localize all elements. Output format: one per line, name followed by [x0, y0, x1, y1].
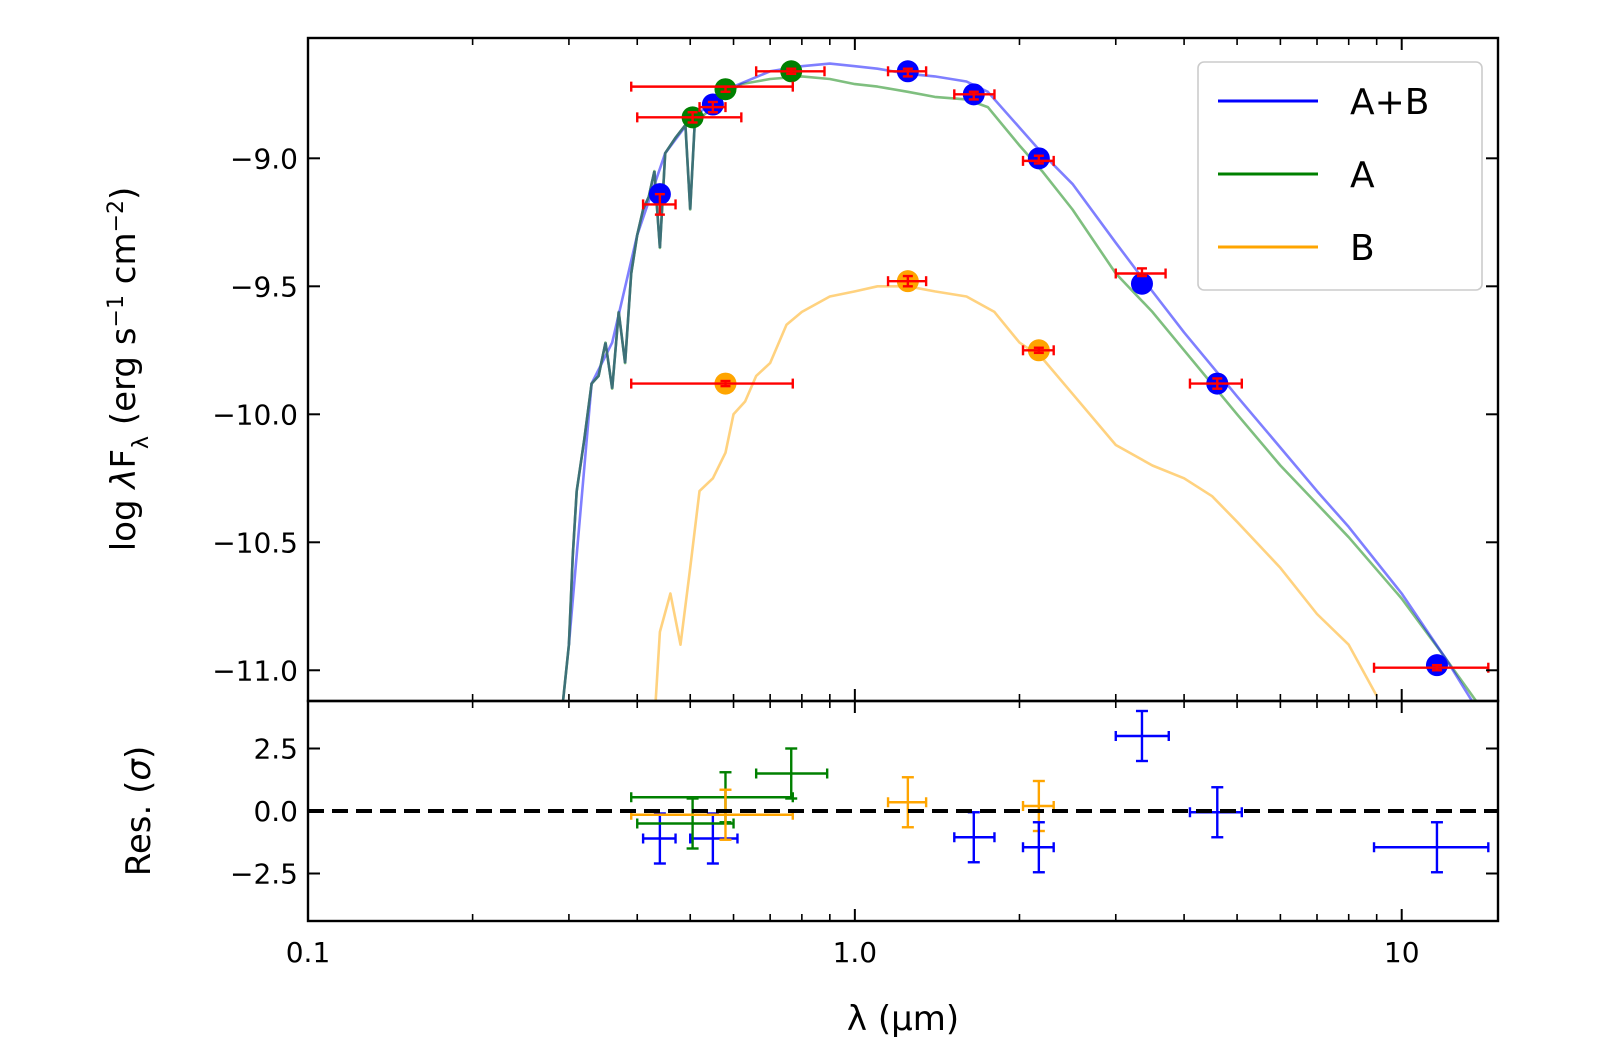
legend: A+B A B: [1197, 61, 1483, 291]
sed-photometry-points: [630, 60, 1490, 677]
sed-y-tick-label: −9.0: [230, 142, 298, 175]
sed-y-tick-labels: −9.0 −9.5 −10.0 −10.5 −11.0: [212, 142, 298, 687]
residual-y-tick-labels: 2.5 0.0 −2.5: [230, 733, 298, 891]
x-tick-label: 10: [1384, 936, 1420, 969]
sed-y-tick-label: −10.0: [212, 398, 298, 431]
series-overlap-line: [561, 113, 705, 701]
x-tick-label: 0.1: [286, 936, 331, 969]
x-tick-labels: 0.1 1.0 10: [286, 936, 1420, 969]
series-line-b: [654, 285, 1378, 701]
legend-label-ab: A+B: [1350, 82, 1430, 123]
residual-y-tick-label: 0.0: [253, 795, 298, 828]
sed-y-axis-label: log λFλ (erg s−1 cm−2): [104, 187, 154, 552]
residual-y-tick-label: 2.5: [253, 733, 298, 766]
sed-y-tick-label: −11.0: [212, 654, 298, 687]
residual-points: [308, 709, 1498, 874]
residual-y-tick-label: −2.5: [230, 858, 298, 891]
x-axis-label: λ (μm): [847, 999, 959, 1039]
legend-box: [1197, 61, 1483, 291]
photometry-point: [1130, 272, 1153, 295]
residual-y-axis-label: Res. (σ): [119, 746, 159, 876]
residual-panel-frame: [306, 699, 1500, 923]
sed-y-tick-label: −10.5: [212, 526, 298, 559]
x-tick-label: 1.0: [833, 936, 878, 969]
legend-label-b: B: [1350, 228, 1375, 269]
sed-y-tick-label: −9.5: [230, 270, 298, 303]
legend-label-a: A: [1350, 155, 1375, 196]
